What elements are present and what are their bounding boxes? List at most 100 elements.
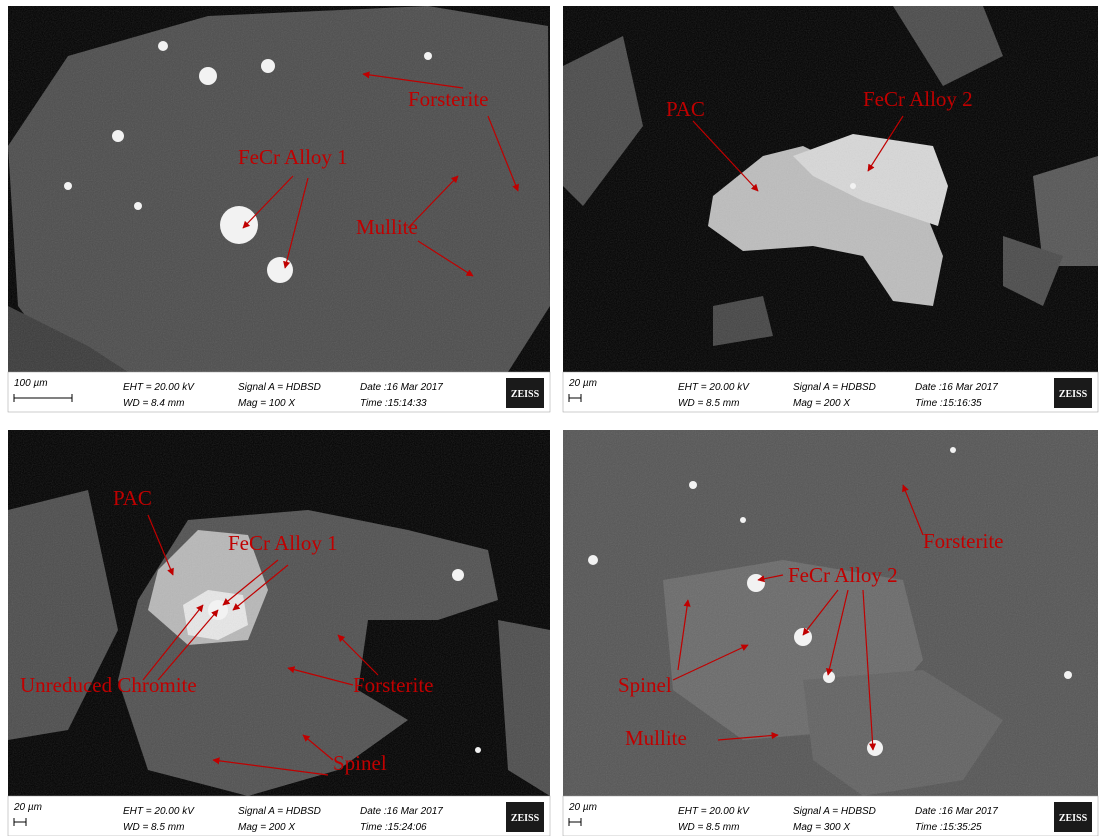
alloy-particle	[475, 747, 481, 753]
arrow	[287, 666, 354, 686]
alloy-particle	[452, 569, 464, 581]
info-time: Time :15:14:33	[360, 398, 427, 409]
alloy-particle	[199, 67, 217, 85]
sem-panel: Forsterite FeCr Alloy 1 Mullite 100 µm EHT =…	[7, 6, 551, 413]
info-wd: WD = 8.5 mm	[678, 822, 739, 833]
info-signal: Signal A = HDBSD	[793, 382, 876, 393]
info-wd: WD = 8.5 mm	[678, 398, 739, 409]
logo: ZEISS	[1059, 813, 1088, 824]
sem-panel: PAC FeCr Alloy 1 Unreduced Chromite Forster…	[7, 430, 551, 836]
arrow	[692, 120, 759, 192]
arrow	[677, 599, 691, 671]
logo: ZEISS	[1059, 389, 1088, 400]
alloy-particle	[850, 183, 856, 189]
info-date: Date :16 Mar 2017	[915, 806, 998, 817]
scale-label: 20 µm	[568, 802, 597, 813]
alloy-particle	[158, 41, 168, 51]
info-date: Date :16 Mar 2017	[360, 806, 443, 817]
arrow	[337, 634, 379, 676]
micrograph: PAC FeCr Alloy 2	[563, 6, 1098, 372]
arrow	[302, 734, 334, 761]
info-wd: WD = 8.5 mm	[123, 822, 184, 833]
texture	[563, 430, 1098, 796]
alloy-particle	[794, 628, 812, 646]
alloy-particle	[588, 555, 598, 565]
info-time: Time :15:24:06	[360, 822, 427, 833]
texture	[563, 6, 1098, 372]
phase-label: Mullite	[356, 215, 418, 239]
arrow	[242, 175, 294, 229]
scale-bar	[568, 394, 582, 402]
info-background	[7, 371, 551, 413]
scale-bar	[13, 394, 73, 402]
arrow	[757, 574, 784, 583]
phase-label: Forsterite	[408, 87, 488, 111]
arrow	[867, 115, 904, 172]
info-bar: 20 µm EHT = 20.00 kV WD = 8.5 mm Signal A =…	[562, 371, 1099, 413]
info-background	[562, 795, 1099, 836]
info-mag: Mag = 100 X	[238, 398, 295, 409]
alloy-particle	[134, 202, 142, 210]
arrow	[232, 564, 289, 611]
scale-label: 100 µm	[14, 378, 48, 389]
alloy-particle	[64, 182, 72, 190]
info-signal: Signal A = HDBSD	[793, 806, 876, 817]
info-eht: EHT = 20.00 kV	[123, 806, 195, 817]
info-date: Date :16 Mar 2017	[915, 382, 998, 393]
info-wd: WD = 8.4 mm	[123, 398, 184, 409]
info-background	[7, 795, 551, 836]
arrow	[283, 177, 309, 269]
alloy-particle	[220, 206, 258, 244]
phase-label: FeCr Alloy 2	[788, 563, 898, 587]
micrograph: Forsterite FeCr Alloy 2 Spinel Mullite	[563, 430, 1098, 796]
logo-box	[506, 378, 544, 408]
arrow	[862, 589, 877, 751]
phase-label: Mullite	[625, 726, 687, 750]
arrow	[147, 514, 174, 576]
alloy-particle	[689, 481, 697, 489]
arrow	[417, 240, 474, 277]
alloy-particle	[261, 59, 275, 73]
alloy-particle	[267, 257, 293, 283]
info-mag: Mag = 200 X	[793, 398, 850, 409]
arrow	[212, 757, 329, 776]
phase-label: Forsterite	[923, 529, 1003, 553]
alloy-particle	[1064, 671, 1072, 679]
phase-label: Spinel	[333, 751, 387, 775]
info-eht: EHT = 20.00 kV	[678, 382, 750, 393]
arrow	[142, 604, 204, 681]
info-mag: Mag = 200 X	[238, 822, 295, 833]
phase-label: Forsterite	[353, 673, 433, 697]
scale-bar	[13, 818, 27, 826]
arrow	[825, 589, 849, 676]
alloy-particle	[867, 740, 883, 756]
logo-box	[506, 802, 544, 832]
info-date: Date :16 Mar 2017	[360, 382, 443, 393]
info-signal: Signal A = HDBSD	[238, 382, 321, 393]
micrograph: PAC FeCr Alloy 1 Unreduced Chromite Forster…	[8, 430, 550, 796]
alloy-particle	[112, 130, 124, 142]
sem-panel: PAC FeCr Alloy 2 20 µm EHT = 20.00 kV WD = 8…	[562, 6, 1099, 413]
info-mag: Mag = 300 X	[793, 822, 850, 833]
info-time: Time :15:16:35	[915, 398, 982, 409]
phase-label: FeCr Alloy 1	[228, 531, 338, 555]
micrograph: Forsterite FeCr Alloy 1 Mullite	[8, 6, 550, 372]
info-bar: 100 µm EHT = 20.00 kV WD = 8.4 mm Signal A …	[7, 371, 551, 413]
alloy-particle	[424, 52, 432, 60]
logo: ZEISS	[511, 813, 540, 824]
arrow	[157, 609, 219, 681]
scale-label: 20 µm	[568, 378, 597, 389]
arrow	[902, 484, 924, 536]
info-signal: Signal A = HDBSD	[238, 806, 321, 817]
logo-box	[1054, 378, 1092, 408]
arrow	[362, 71, 464, 89]
sem-panel: Forsterite FeCr Alloy 2 Spinel Mullite 20 µm…	[562, 430, 1099, 836]
texture	[8, 6, 550, 372]
scale-label: 20 µm	[13, 802, 42, 813]
logo-box	[1054, 802, 1092, 832]
alloy-particle	[950, 447, 956, 453]
info-eht: EHT = 20.00 kV	[678, 806, 750, 817]
phase-label: Unreduced Chromite	[20, 673, 197, 697]
